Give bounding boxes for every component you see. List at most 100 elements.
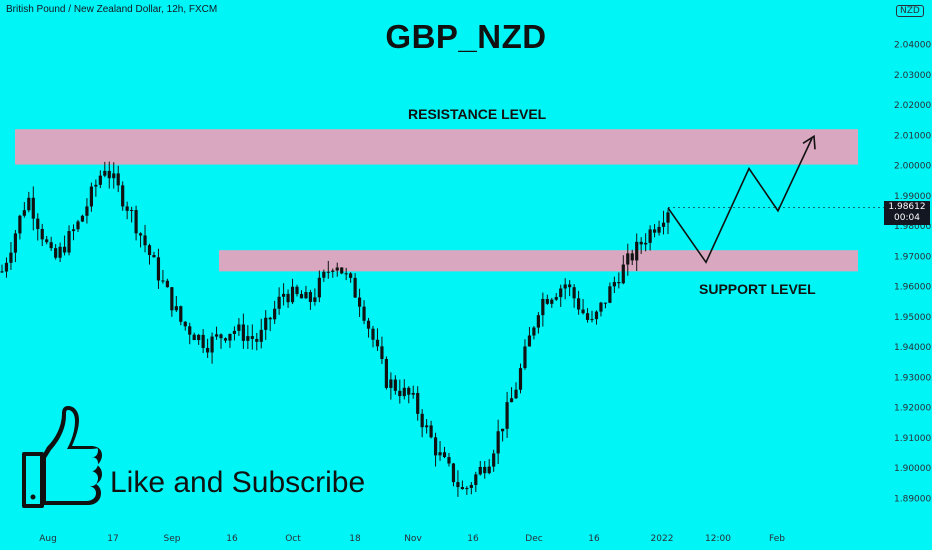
candle-body xyxy=(71,229,76,232)
candle-body xyxy=(36,218,40,229)
candle-body xyxy=(536,315,540,328)
candle-body xyxy=(626,253,630,265)
candle-body xyxy=(554,297,558,300)
candle-body xyxy=(639,241,643,245)
x-tick-label: 16 xyxy=(467,534,479,544)
candle-body xyxy=(80,215,85,222)
candle-body xyxy=(147,245,152,256)
candle-body xyxy=(49,242,53,249)
candle-body xyxy=(349,273,353,278)
y-tick-label: 2.04000 xyxy=(894,41,931,51)
projection-layer xyxy=(667,134,884,264)
candle-body xyxy=(402,387,406,397)
candle-body xyxy=(644,242,648,245)
candle-body xyxy=(107,170,111,179)
candle-body xyxy=(492,453,496,467)
candle-body xyxy=(170,287,174,311)
chart-title: GBP_NZD xyxy=(385,18,547,55)
x-tick-label: Sep xyxy=(164,534,181,544)
currency-badge[interactable]: NZD xyxy=(896,5,924,17)
candle-body xyxy=(389,379,393,388)
candle-body xyxy=(469,484,473,488)
candle-body xyxy=(572,287,576,299)
y-axis: 1.89000 1.90000 1.91000 1.92000 1.93000 1.940… xyxy=(894,41,931,505)
x-tick-label: 18 xyxy=(349,534,361,544)
candle-body xyxy=(577,298,581,310)
arrow-head-icon xyxy=(802,134,816,150)
candle-body xyxy=(501,428,505,432)
candle-body xyxy=(585,313,590,320)
x-tick-label: Feb xyxy=(769,534,785,544)
candle-body xyxy=(581,309,585,314)
candle-body xyxy=(31,197,35,219)
candle-body xyxy=(179,306,183,322)
candle-body xyxy=(277,296,281,309)
last-price-value: 1.98612 xyxy=(888,202,926,212)
like-subscribe-text: Like and Subscribe xyxy=(110,466,366,499)
candle-body xyxy=(541,298,545,316)
candles-layer xyxy=(0,161,670,497)
x-tick-label: Aug xyxy=(39,534,57,544)
candle-body xyxy=(13,233,18,253)
y-tick-label: 1.93000 xyxy=(894,373,931,383)
y-tick-label: 1.89000 xyxy=(894,494,931,504)
candle-body xyxy=(134,210,138,234)
candle-body xyxy=(295,286,299,295)
candle-body xyxy=(523,346,527,369)
candle-body xyxy=(635,241,639,261)
candle-body xyxy=(125,206,129,211)
candle-body xyxy=(590,319,594,321)
candle-body xyxy=(371,328,375,340)
candle-body xyxy=(425,425,429,428)
candle-body xyxy=(612,282,616,287)
candle-body xyxy=(331,270,335,272)
candle-body xyxy=(438,452,442,456)
candle-body xyxy=(478,466,482,475)
candle-body xyxy=(89,186,93,207)
candle-body xyxy=(661,222,666,227)
y-tick-label: 1.92000 xyxy=(894,404,931,414)
candle-body xyxy=(326,271,330,273)
y-tick-label: 1.96000 xyxy=(894,283,931,293)
candle-body xyxy=(223,338,228,341)
candle-body xyxy=(58,246,62,258)
thumbs-up-icon xyxy=(22,406,102,508)
candle-body xyxy=(447,457,451,464)
candle-body xyxy=(210,336,214,353)
candle-body xyxy=(246,336,250,341)
x-axis: Aug 17 Sep 16 Oct 18 Nov 16 Dec 16 2022 12:00 Feb xyxy=(39,534,785,544)
candle-body xyxy=(568,284,572,288)
y-tick-label: 2.00000 xyxy=(894,162,931,172)
candle-body xyxy=(393,379,397,391)
candle-body xyxy=(357,297,362,307)
candle-body xyxy=(206,347,210,353)
candle-body xyxy=(201,334,205,348)
candle-body xyxy=(85,206,89,216)
candle-body xyxy=(183,321,187,327)
candle-body xyxy=(313,297,317,302)
candle-body xyxy=(40,228,44,240)
candle-body xyxy=(599,302,603,312)
resistance-label: RESISTANCE LEVEL xyxy=(408,106,547,122)
candle-body xyxy=(192,334,196,341)
candle-body xyxy=(22,210,26,216)
candle-body xyxy=(465,487,469,490)
candle-body xyxy=(496,431,500,454)
candle-body xyxy=(255,338,259,342)
symbol-title: British Pound / New Zealand Dollar, 12h,… xyxy=(6,4,218,15)
candle-body xyxy=(62,246,67,253)
candle-body xyxy=(532,327,536,336)
candle-body xyxy=(657,226,661,233)
candle-body xyxy=(545,298,549,304)
candle-body xyxy=(411,392,415,395)
y-tick-label: 1.98000 xyxy=(894,222,931,232)
x-tick-label: 2022 xyxy=(651,534,674,544)
candle-body xyxy=(594,311,599,320)
candle-body xyxy=(281,293,286,297)
candle-body xyxy=(9,252,13,263)
candle-body xyxy=(228,333,232,341)
zones-layer xyxy=(15,129,858,272)
x-tick-label: Nov xyxy=(404,534,422,544)
